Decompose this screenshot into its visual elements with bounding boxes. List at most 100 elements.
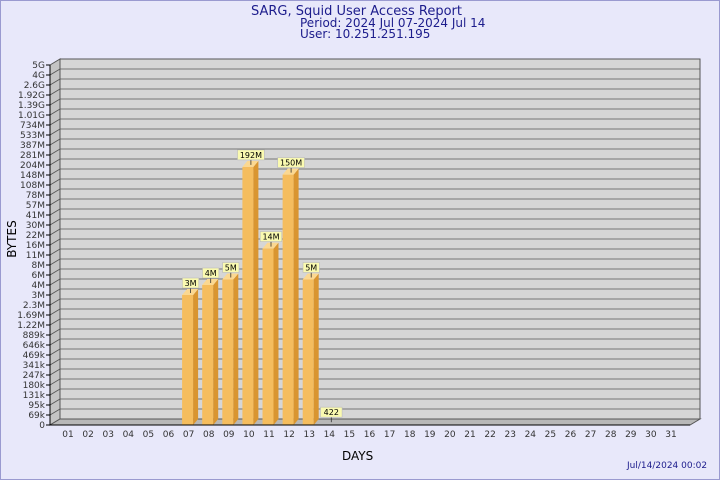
report-user: User: 10.251.251.195 xyxy=(300,27,431,41)
x-tick-label: 21 xyxy=(464,430,475,440)
y-tick-label: 204M xyxy=(20,161,45,171)
grid-line-side xyxy=(49,308,61,316)
grid-line-side xyxy=(49,68,61,76)
y-tick-label: 4G xyxy=(32,71,45,81)
bar-front xyxy=(282,174,294,425)
x-tick-label: 29 xyxy=(625,430,637,440)
y-tick-label: 108M xyxy=(20,181,45,191)
data-label: 4M xyxy=(205,269,217,278)
bar-side xyxy=(253,160,259,425)
y-tick-label: 0 xyxy=(39,421,45,431)
x-tick-label: 11 xyxy=(263,430,274,440)
y-tick-label: 734M xyxy=(20,121,45,131)
y-tick-label: 387M xyxy=(20,141,45,151)
y-tick-label: 3M xyxy=(32,291,46,301)
bar-side xyxy=(313,273,319,425)
y-tick-label: 131k xyxy=(23,391,46,401)
grid-line-side xyxy=(49,198,61,206)
y-tick-label: 469k xyxy=(23,351,46,361)
x-tick-label: 22 xyxy=(484,430,495,440)
y-tick-label: 247k xyxy=(23,371,46,381)
x-tick-label: 15 xyxy=(344,430,355,440)
x-tick-label: 02 xyxy=(82,430,93,440)
x-tick-label: 30 xyxy=(645,430,657,440)
x-tick-label: 16 xyxy=(364,430,376,440)
grid-line-side xyxy=(49,178,61,186)
y-tick-label: 8M xyxy=(32,261,46,271)
grid-line-side xyxy=(49,358,61,366)
bar-day-12: 150M xyxy=(277,157,305,425)
grid-line-side xyxy=(49,368,61,376)
data-label: 14M xyxy=(262,233,279,242)
grid-line-side xyxy=(49,328,61,336)
x-tick-label: 28 xyxy=(605,430,617,440)
x-tick-label: 24 xyxy=(525,430,537,440)
y-tick-label: 6M xyxy=(32,271,46,281)
bar-top xyxy=(182,289,199,295)
grid-line-side xyxy=(49,218,61,226)
bar-day-13: 5M xyxy=(302,262,320,425)
y-tick-label: 22M xyxy=(26,231,45,241)
y-tick-label: 148M xyxy=(20,171,45,181)
x-tick-label: 19 xyxy=(424,430,436,440)
grid-line-side xyxy=(49,148,61,156)
bar-side xyxy=(233,273,239,425)
data-label-box xyxy=(237,149,265,161)
bar-front xyxy=(182,295,194,425)
bar-day-09: 5M xyxy=(222,262,240,425)
grid-line-side xyxy=(49,378,61,386)
grid-line-side xyxy=(49,408,61,416)
grid-line-side xyxy=(49,158,61,166)
grid-line-side xyxy=(49,398,61,406)
grid-line-side xyxy=(49,138,61,146)
bar-top xyxy=(282,168,299,175)
grid-line-side xyxy=(49,338,61,346)
y-tick-label: 341k xyxy=(23,361,46,371)
grid-line-side xyxy=(49,298,61,306)
grid-line-side xyxy=(49,238,61,246)
bar-side xyxy=(273,242,279,425)
y-tick-label: 180k xyxy=(23,381,46,391)
bar-front xyxy=(302,279,314,425)
data-label-box xyxy=(320,406,343,418)
grid-line-side xyxy=(49,248,61,256)
bar-day-07: 3M xyxy=(182,277,200,425)
x-tick-label: 25 xyxy=(545,430,556,440)
x-tick-label: 17 xyxy=(384,430,395,440)
grid-line-side xyxy=(49,118,61,126)
y-tick-label: 889k xyxy=(23,331,46,341)
y-tick-label: 16M xyxy=(26,241,45,251)
grid-line-side xyxy=(49,128,61,136)
x-tick-label: 10 xyxy=(243,430,255,440)
grid-line-side xyxy=(49,268,61,276)
report-title: SARG, Squid User Access Report xyxy=(251,4,462,19)
data-label-box xyxy=(222,262,240,273)
y-tick-label: 5G xyxy=(32,61,45,71)
data-label-box xyxy=(302,262,320,273)
bar-day-11: 14M xyxy=(259,231,283,425)
grid-line-side xyxy=(49,88,61,96)
x-tick-label: 31 xyxy=(665,430,676,440)
bar-day-14: 422 xyxy=(320,406,343,423)
x-tick-label: 07 xyxy=(183,430,194,440)
bar-top xyxy=(302,273,319,280)
grid-line-side xyxy=(49,188,61,196)
y-tick-label: 69k xyxy=(28,411,45,421)
grid-line-side xyxy=(49,98,61,106)
y-tick-label: 2.3M xyxy=(23,301,45,311)
x-tick-label: 08 xyxy=(203,430,215,440)
y-tick-label: 78M xyxy=(26,191,45,201)
y-tick-label: 1.22M xyxy=(17,321,45,331)
x-tick-label: 03 xyxy=(102,430,113,440)
bar-front xyxy=(222,279,234,425)
bar-day-10: 192M xyxy=(237,149,265,425)
x-tick-label: 18 xyxy=(404,430,416,440)
data-label: 192M xyxy=(240,151,262,160)
bar-day-08: 4M xyxy=(202,267,220,425)
bars: 3M 4M 5M 192M 14M 150M 5M 422 xyxy=(182,149,343,425)
bar-front xyxy=(242,166,254,425)
y-tick-label: 1.01G xyxy=(18,111,45,121)
grid-lines xyxy=(48,58,702,426)
data-label-box xyxy=(202,267,220,279)
